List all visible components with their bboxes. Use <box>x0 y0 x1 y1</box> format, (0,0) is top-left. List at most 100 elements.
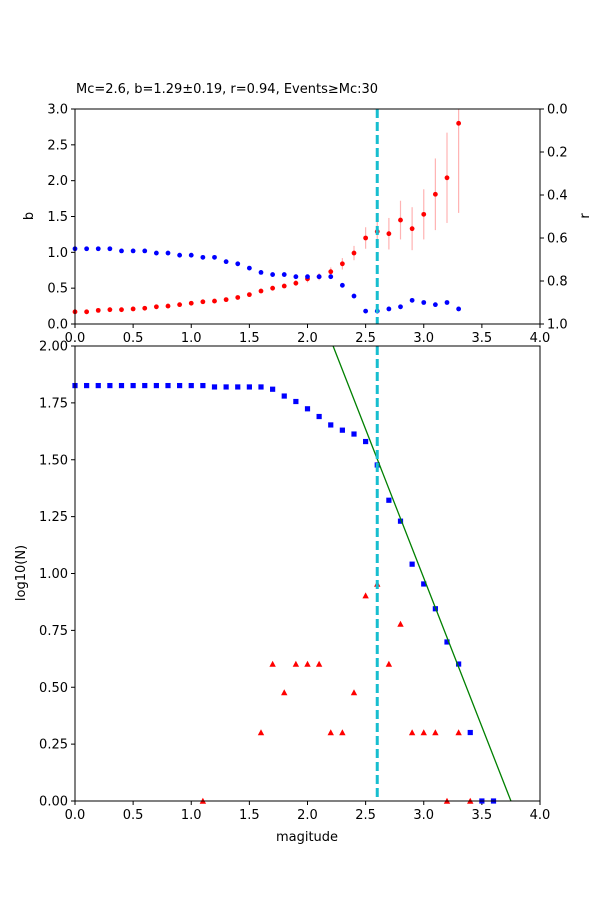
r-value-point <box>316 274 322 280</box>
r-value-point <box>351 293 357 299</box>
bottom-x-tick-label: 3.0 <box>413 808 434 823</box>
r-value-point <box>398 304 403 310</box>
r-value-point <box>305 274 310 280</box>
cumulative-count-point <box>223 384 229 390</box>
b-value-point <box>421 211 427 217</box>
bottom-x-tick-label: 2.0 <box>297 808 318 823</box>
b-value-point <box>386 231 392 237</box>
top-data-points <box>72 120 462 315</box>
r-value-point <box>95 246 101 252</box>
top-chart-title: Mc=2.6, b=1.29±0.19, r=0.94, Events≥Mc:3… <box>76 82 378 97</box>
r-value-point <box>421 300 427 305</box>
noncumulative-count-point <box>408 729 416 736</box>
fit-line <box>332 345 512 802</box>
cumulative-count-point <box>467 729 473 736</box>
bottom-y-tick-label: 2.00 <box>39 340 68 355</box>
cumulative-count-point <box>270 386 276 392</box>
noncumulative-count-point <box>315 660 323 667</box>
bottom-y-tick-label: 1.50 <box>39 453 68 468</box>
cumulative-count-point <box>177 382 183 389</box>
b-value-point <box>456 120 462 126</box>
noncumulative-count-point <box>292 660 300 667</box>
r-value-point <box>107 246 113 252</box>
bottom-x-tick-label: 4.0 <box>530 808 551 823</box>
bottom-y-tick-label: 1.00 <box>39 567 68 582</box>
r-value-point <box>165 250 171 256</box>
r-value-point <box>142 248 148 254</box>
bottom-x-tick-label: 0.0 <box>65 808 86 823</box>
b-value-point <box>84 309 90 315</box>
top-right-y-tick-label: 0.2 <box>547 146 568 161</box>
cumulative-count-point <box>188 382 194 389</box>
b-value-point <box>95 307 101 313</box>
noncumulative-count-point <box>269 660 276 667</box>
top-x-tick-label: 3.5 <box>472 331 493 346</box>
cumulative-count-point <box>304 406 311 412</box>
b-value-point <box>339 261 345 267</box>
bottom-x-tick-label: 1.0 <box>181 808 202 823</box>
r-value-point <box>339 282 345 288</box>
r-value-point <box>386 306 392 312</box>
top-y-tick-label: 2.5 <box>47 138 68 153</box>
top-x-tick-label: 0.5 <box>123 331 144 346</box>
cumulative-count-point <box>211 384 218 390</box>
b-value-point <box>142 305 148 311</box>
b-value-point <box>223 297 229 303</box>
r-value-point <box>444 300 450 305</box>
b-value-point <box>351 250 357 256</box>
noncumulative-count-point <box>257 729 265 736</box>
top-x-tick-label: 0.0 <box>65 331 86 346</box>
noncumulative-count-point <box>327 729 334 736</box>
cumulative-count-point <box>339 427 345 433</box>
cumulative-count-point <box>386 497 392 503</box>
r-value-point <box>409 297 415 303</box>
top-x-tick-label: 2.0 <box>297 331 318 346</box>
cumulative-count-point <box>235 384 241 390</box>
cumulative-count-point <box>95 382 101 389</box>
b-value-point <box>235 295 241 300</box>
r-value-point <box>270 272 276 277</box>
noncumulative-count-point <box>350 689 358 696</box>
b-value-point <box>398 217 403 223</box>
r-value-point <box>246 265 252 271</box>
r-value-point <box>200 254 206 260</box>
b-value-point <box>246 292 252 298</box>
b-value-point <box>258 288 264 294</box>
bottom-y-tick-label: 1.75 <box>39 396 68 411</box>
cumulative-count-point <box>281 393 287 399</box>
r-value-point <box>293 274 299 280</box>
r-value-point <box>188 252 194 258</box>
r-value-point <box>432 302 438 308</box>
top-right-y-tick-label: 1.0 <box>547 318 568 333</box>
top-right-y-tick-label: 0.6 <box>547 232 568 247</box>
top-x-tick-label: 4.0 <box>530 331 551 346</box>
noncumulative-count-point <box>397 620 404 627</box>
bottom-y-tick-label: 0.50 <box>39 681 68 696</box>
bottom-x-axis-label: magitude <box>276 830 338 845</box>
b-value-point <box>409 226 415 232</box>
top-x-tick-label: 2.5 <box>355 331 376 346</box>
bottom-data-points <box>72 382 497 804</box>
bottom-y-tick-label: 1.25 <box>39 510 68 525</box>
cumulative-count-point <box>258 384 264 390</box>
r-value-point <box>84 246 90 252</box>
top-right-y-tick-label: 0.0 <box>547 103 568 118</box>
b-value-point <box>200 299 206 305</box>
top-plot-frame <box>74 108 541 325</box>
cumulative-count-point <box>165 382 171 389</box>
b-value-point <box>119 307 124 313</box>
b-value-point <box>293 280 299 286</box>
noncumulative-count-point <box>455 729 462 736</box>
top-y-tick-label: 0.0 <box>47 318 68 333</box>
top-axes-ticks: 0.0 0.5 1.0 1.5 2.0 2.5 3.0 3.5 4.0 0.0 0.5 1.0 1.5 2… <box>47 103 567 347</box>
r-value-point <box>235 261 241 267</box>
cumulative-count-point <box>444 639 450 645</box>
top-right-axis-label: r <box>578 213 593 219</box>
cumulative-count-point <box>293 398 299 405</box>
bottom-x-tick-label: 1.5 <box>239 808 260 823</box>
b-value-point <box>281 283 287 289</box>
cumulative-count-point <box>200 382 206 389</box>
r-value-point <box>130 248 136 254</box>
top-x-tick-label: 1.5 <box>239 331 260 346</box>
